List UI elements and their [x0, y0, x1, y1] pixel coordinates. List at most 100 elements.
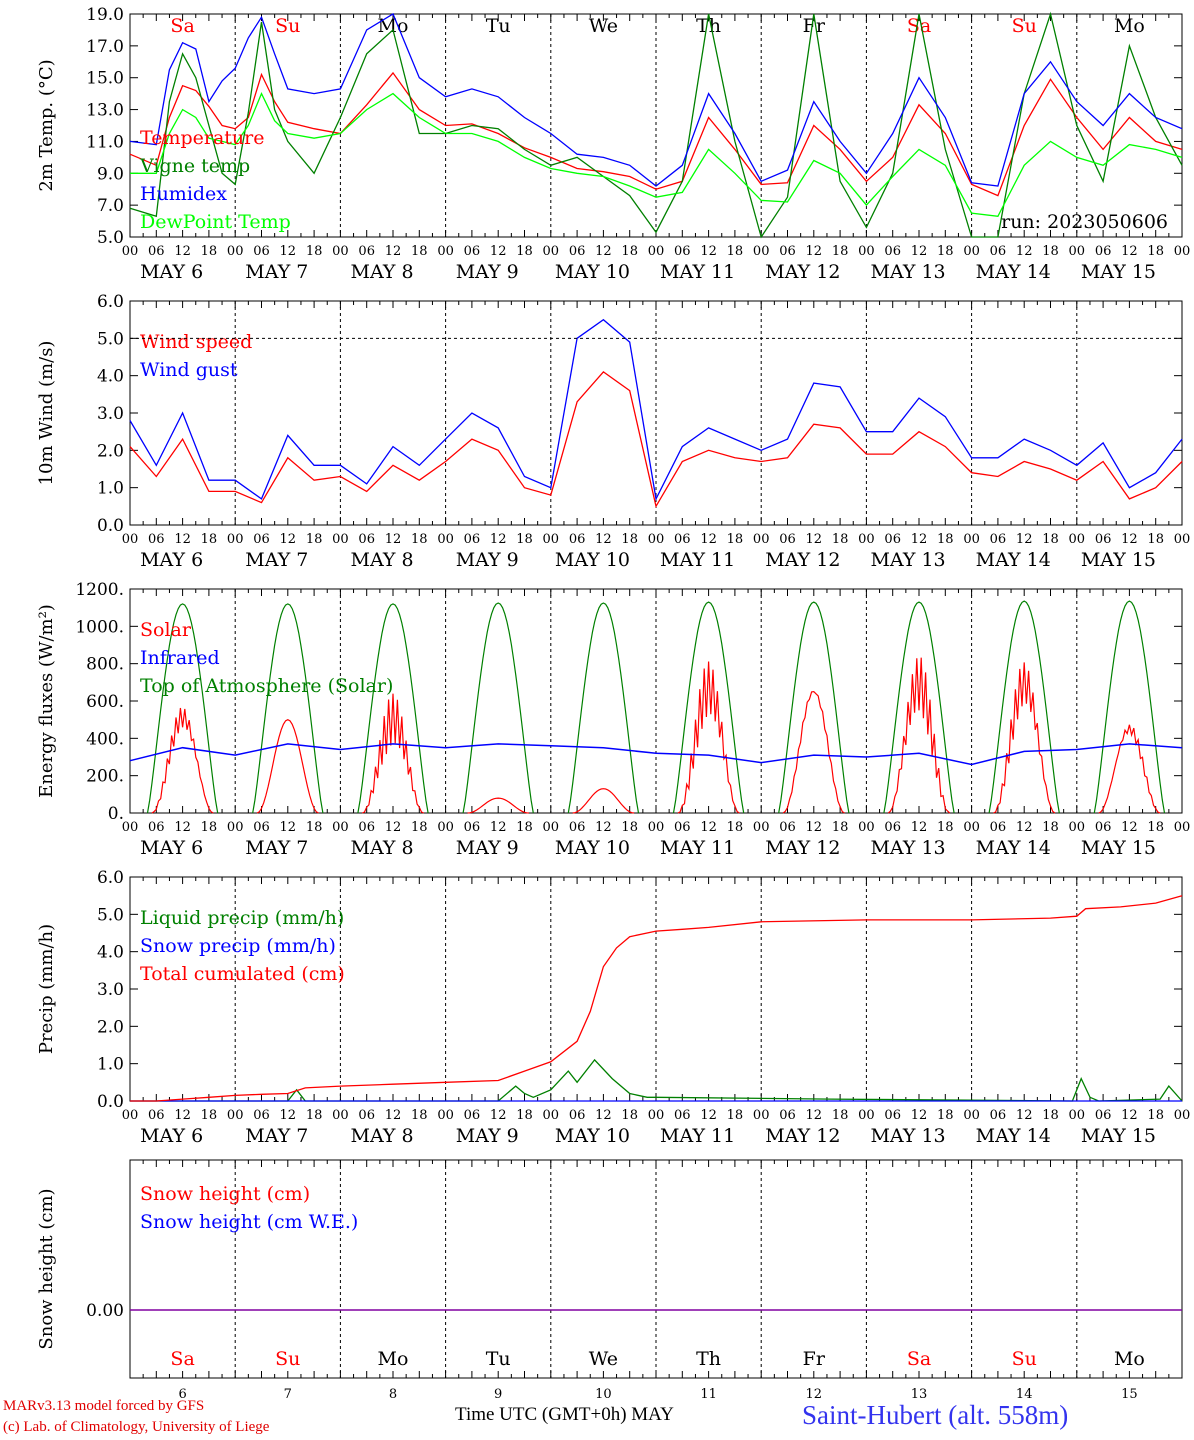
date-label: MAY 10 — [555, 261, 630, 283]
hour-tick-label: 00 — [1069, 820, 1086, 835]
date-label: MAY 7 — [245, 261, 308, 283]
hour-tick-label: 18 — [201, 1108, 218, 1123]
series-solar — [151, 707, 214, 814]
hour-tick-label: 00 — [1174, 820, 1191, 835]
hour-tick-label: 12 — [280, 532, 297, 547]
series-solar — [677, 661, 740, 814]
hour-tick-label: 00 — [963, 820, 980, 835]
legend-wind-speed: Wind speed — [140, 331, 252, 353]
date-label: MAY 15 — [1081, 549, 1156, 571]
date-label: MAY 15 — [1081, 261, 1156, 283]
hour-tick-label: 00 — [437, 1108, 454, 1123]
panel-energy-ylabel: Energy fluxes (W/m²) — [36, 604, 57, 798]
legend-infrared: Infrared — [140, 647, 220, 669]
series-toa-solar — [146, 603, 219, 814]
hour-tick-label: 12 — [490, 244, 507, 259]
hour-tick-label: 12 — [280, 244, 297, 259]
date-label: MAY 9 — [456, 549, 519, 571]
panel-temperature-ytick-label: 17.0 — [86, 37, 124, 57]
day-number-label: 15 — [1121, 1387, 1138, 1402]
weekday-label: Sa — [907, 15, 931, 37]
hour-tick-label: 12 — [911, 532, 928, 547]
date-label: MAY 12 — [765, 837, 840, 859]
model-credit: MARv3.13 model forced by GFS — [3, 1398, 205, 1414]
series-toa-solar — [988, 600, 1060, 814]
panel-precip-ytick-label: 1.0 — [97, 1055, 124, 1075]
hour-tick-label: 00 — [1069, 532, 1086, 547]
hour-tick-label: 00 — [963, 244, 980, 259]
date-label: MAY 14 — [976, 261, 1051, 283]
hour-tick-label: 18 — [411, 1108, 428, 1123]
hour-tick-label: 00 — [332, 1108, 349, 1123]
hour-tick-label: 06 — [358, 820, 375, 835]
series-temperature — [129, 71, 1183, 197]
panel-temperature-ylabel: 2m Temp. (°C) — [36, 59, 57, 191]
legend-wind-gust: Wind gust — [140, 359, 238, 381]
hour-tick-label: 06 — [990, 1108, 1007, 1123]
hour-tick-label: 18 — [1147, 532, 1164, 547]
hour-tick-label: 12 — [595, 244, 612, 259]
day-number-label: 13 — [911, 1387, 928, 1402]
hour-tick-label: 00 — [437, 820, 454, 835]
hour-tick-label: 12 — [1121, 244, 1138, 259]
hour-tick-label: 18 — [516, 820, 533, 835]
hour-tick-label: 12 — [1016, 244, 1033, 259]
series-toa-solar — [672, 601, 745, 814]
hour-tick-label: 00 — [648, 532, 665, 547]
legend-total-cumulated-cm-: Total cumulated (cm) — [140, 963, 345, 985]
panel-wind-frame — [129, 300, 1183, 526]
panel-temperature-ytick-label: 7.0 — [97, 196, 124, 216]
hour-tick-label: 12 — [280, 820, 297, 835]
series-wind-speed — [129, 371, 1183, 509]
hour-tick-label: 06 — [884, 820, 901, 835]
date-label: MAY 15 — [1081, 1125, 1156, 1147]
weekday-label: Fr — [803, 1348, 826, 1370]
legend-solar: Solar — [140, 619, 192, 641]
panel-wind-ylabel: 10m Wind (m/s) — [36, 341, 57, 486]
series-wind-gust — [129, 318, 1183, 501]
series-toa-solar — [357, 603, 429, 814]
panel-energy-ytick-label: 1200. — [75, 580, 124, 600]
hour-tick-label: 18 — [937, 532, 954, 547]
weekday-label: Su — [1012, 1348, 1037, 1370]
hour-tick-label: 12 — [700, 1108, 717, 1123]
hour-tick-label: 12 — [595, 820, 612, 835]
hour-tick-label: 06 — [1095, 532, 1112, 547]
date-label: MAY 12 — [765, 261, 840, 283]
hour-tick-label: 12 — [806, 244, 823, 259]
date-label: MAY 11 — [660, 1125, 735, 1147]
panel-temperature-ytick-label: 13.0 — [86, 101, 124, 121]
hour-tick-label: 12 — [490, 820, 507, 835]
hour-tick-label: 06 — [884, 532, 901, 547]
weekday-label: Th — [696, 1348, 721, 1370]
panel-precip-ytick-label: 5.0 — [97, 905, 124, 925]
hour-tick-label: 18 — [201, 820, 218, 835]
hour-tick-label: 00 — [753, 244, 770, 259]
hour-tick-label: 06 — [253, 820, 270, 835]
hour-tick-label: 18 — [1042, 532, 1059, 547]
hour-tick-label: 18 — [411, 532, 428, 547]
hour-tick-label: 00 — [122, 244, 139, 259]
day-number-label: 12 — [806, 1387, 823, 1402]
weekday-label: Mo — [378, 15, 409, 37]
legend-vigne-temp: Vigne temp — [139, 155, 250, 177]
series-solar — [572, 788, 635, 814]
series-toa-solar — [567, 602, 640, 814]
hour-tick-label: 06 — [148, 1108, 165, 1123]
hour-tick-label: 18 — [621, 532, 638, 547]
hour-tick-label: 12 — [1121, 532, 1138, 547]
hour-tick-label: 00 — [753, 1108, 770, 1123]
weekday-label: Su — [275, 15, 300, 37]
hour-tick-label: 18 — [411, 820, 428, 835]
weekday-label: Sa — [170, 15, 194, 37]
series-dewpoint-temp — [130, 92, 1183, 217]
hour-tick-label: 18 — [937, 244, 954, 259]
hour-tick-label: 18 — [727, 820, 744, 835]
series-toa-solar — [883, 601, 955, 814]
weekday-label: Tu — [486, 1348, 511, 1370]
panel-wind-ytick-label: 6.0 — [97, 292, 124, 312]
hour-tick-label: 00 — [1174, 532, 1191, 547]
hour-tick-label: 12 — [1121, 820, 1138, 835]
hour-tick-label: 18 — [832, 244, 849, 259]
